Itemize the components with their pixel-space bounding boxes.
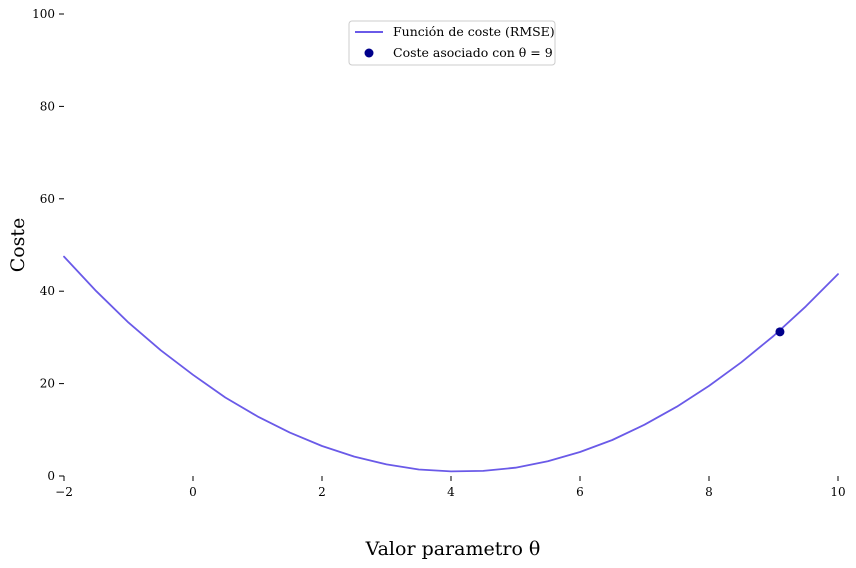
- x-tick-label: 10: [830, 485, 845, 499]
- cost-function-line: [63, 255, 839, 473]
- y-tick-label: 100: [32, 7, 55, 21]
- y-axis: 0 20 40 60 80 100: [32, 7, 64, 483]
- y-tick-label: 60: [40, 192, 55, 206]
- legend-label-cost-function: Función de coste (RMSE): [393, 24, 555, 39]
- associated-cost-point: [775, 327, 785, 337]
- legend: Función de coste (RMSE) Coste asociado c…: [348, 20, 556, 66]
- legend-frame: [348, 20, 556, 66]
- y-tick-label: 20: [40, 377, 55, 391]
- x-tick-label: 2: [318, 485, 326, 499]
- x-tick-label: 8: [705, 485, 713, 499]
- y-tick-label: 40: [40, 284, 55, 298]
- x-tick-label: 0: [189, 485, 197, 499]
- x-axis-title: Valor parametro θ: [365, 538, 541, 560]
- legend-label-associated-cost: Coste asociado con θ = 9: [393, 45, 553, 60]
- y-tick-label: 0: [47, 469, 55, 483]
- y-tick-label: 80: [40, 99, 55, 113]
- y-axis-title: Coste: [7, 218, 29, 273]
- x-axis: −2 0 2 4 6 8 10: [55, 476, 846, 499]
- x-tick-label: −2: [55, 485, 73, 499]
- x-tick-label: 4: [447, 485, 455, 499]
- x-tick-label: 6: [576, 485, 584, 499]
- legend-dot-swatch: [364, 48, 374, 58]
- plot-area: [63, 255, 839, 473]
